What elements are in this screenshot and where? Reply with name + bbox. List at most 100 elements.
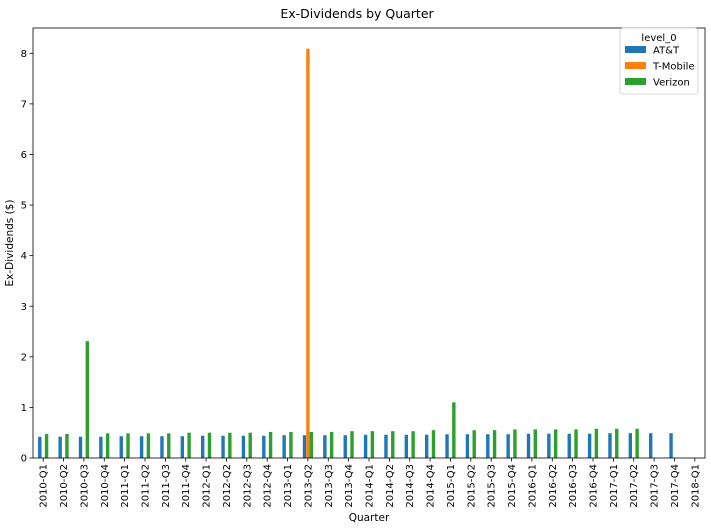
- legend: level_0 AT&T T-Mobile Verizon: [619, 27, 699, 95]
- x-tick-label: 2011-Q3: [161, 464, 172, 508]
- bar-verizon: [248, 432, 252, 458]
- bar-verizon: [472, 430, 476, 458]
- x-tick-label: 2018-Q1: [690, 464, 701, 508]
- bar-verizon: [329, 431, 334, 458]
- x-tick-label: 2011-Q1: [120, 464, 131, 508]
- bar-at-t: [38, 436, 42, 458]
- bar-at-t: [241, 435, 246, 458]
- bar-t-mobile: [306, 48, 310, 459]
- bar-at-t: [567, 433, 571, 458]
- bar-verizon: [431, 430, 436, 458]
- bar-verizon: [268, 431, 273, 458]
- x-tick-label: 2011-Q2: [141, 464, 152, 508]
- bar-at-t: [201, 435, 205, 458]
- bar-verizon: [85, 341, 89, 458]
- bar-at-t: [547, 433, 551, 458]
- bar-verizon: [65, 433, 69, 458]
- y-tick-label: 0: [21, 454, 27, 465]
- bar-at-t: [323, 435, 327, 458]
- bar-at-t: [58, 436, 62, 458]
- bar-verizon: [207, 432, 212, 458]
- x-tick-label: 2017-Q2: [629, 464, 640, 508]
- bar-at-t: [343, 435, 347, 458]
- legend-label-t-mobile: T-Mobile: [652, 62, 695, 73]
- bar-verizon: [187, 432, 191, 458]
- plot-area: 0 1 2 3 4 5 6 7 8 2010-Q1 2010-Q2 2010-Q3 2010-Q4 201…: [21, 48, 701, 508]
- bar-at-t: [282, 435, 286, 458]
- x-tick-label: 2017-Q3: [650, 464, 661, 508]
- y-tick-label: 7: [21, 99, 27, 110]
- x-tick-label: 2010-Q4: [100, 464, 111, 508]
- legend-label-verizon: Verizon: [653, 78, 690, 89]
- chart-title: Ex-Dividends by Quarter: [280, 6, 434, 21]
- x-tick-label: 2014-Q1: [365, 464, 376, 508]
- bar-at-t: [486, 434, 490, 458]
- bar-verizon: [452, 402, 456, 458]
- x-tick-label: 2013-Q2: [303, 464, 314, 508]
- x-tick-label: 2013-Q3: [324, 464, 335, 508]
- y-tick-label: 2: [21, 352, 27, 363]
- bar-verizon: [411, 431, 415, 458]
- bar-verizon: [635, 428, 639, 458]
- x-axis-label: Quarter: [349, 512, 390, 524]
- bar-verizon: [370, 431, 375, 458]
- bar-at-t: [262, 435, 266, 458]
- bar-at-t: [465, 434, 470, 458]
- bar-verizon: [44, 433, 49, 458]
- bar-at-t: [526, 433, 531, 458]
- bar-at-t: [425, 434, 429, 458]
- x-tick-label: 2017-Q4: [670, 464, 681, 508]
- bar-at-t: [119, 436, 123, 458]
- y-tick-label: 6: [21, 150, 27, 161]
- bar-at-t: [78, 436, 83, 458]
- bar-verizon: [615, 428, 619, 458]
- bar-verizon: [594, 428, 599, 458]
- bar-at-t: [180, 436, 185, 458]
- x-tick-label: 2010-Q3: [79, 464, 90, 508]
- bar-at-t: [506, 434, 510, 458]
- bar-at-t: [608, 433, 612, 458]
- x-tick-label: 2012-Q1: [202, 464, 213, 508]
- bar-at-t: [139, 436, 144, 458]
- bar-verizon: [228, 432, 232, 458]
- legend-swatch-t-mobile: [625, 62, 646, 69]
- x-tick-label: 2017-Q1: [609, 464, 620, 508]
- bar-at-t: [649, 433, 653, 458]
- bar-verizon: [553, 429, 558, 458]
- x-tick-label: 2012-Q2: [222, 464, 233, 508]
- bar-at-t: [404, 434, 409, 458]
- bar-verizon: [289, 431, 293, 458]
- bar-at-t: [302, 435, 307, 458]
- x-tick-label: 2016-Q4: [589, 464, 600, 508]
- x-tick-label: 2016-Q1: [527, 464, 538, 508]
- bar-at-t: [587, 433, 592, 458]
- x-tick-label: 2011-Q4: [181, 464, 192, 508]
- x-tick-label: 2012-Q4: [263, 464, 274, 508]
- x-tick-label: 2014-Q2: [385, 464, 396, 508]
- bar-verizon: [167, 433, 171, 458]
- bar-at-t: [99, 436, 103, 458]
- x-tick-label: 2014-Q4: [426, 464, 437, 508]
- x-tick-label: 2016-Q2: [548, 464, 559, 508]
- bar-at-t: [384, 434, 388, 458]
- plot-frame: [32, 27, 706, 459]
- x-tick-label: 2015-Q4: [507, 464, 518, 508]
- y-tick-label: 5: [21, 201, 27, 212]
- bar-verizon: [126, 433, 130, 458]
- x-tick-label: 2013-Q1: [283, 464, 294, 508]
- y-tick-label: 8: [21, 49, 27, 60]
- legend-swatch-verizon: [625, 78, 646, 85]
- x-tick-label: 2015-Q3: [487, 464, 498, 508]
- bar-verizon: [533, 429, 537, 458]
- legend-swatch-at-t: [625, 46, 646, 53]
- x-tick-label: 2010-Q2: [59, 464, 70, 508]
- y-tick-label: 3: [21, 302, 27, 313]
- bar-verizon: [574, 429, 578, 458]
- bar-verizon: [513, 429, 517, 458]
- x-tick-label: 2014-Q3: [405, 464, 416, 508]
- bar-at-t: [628, 433, 633, 458]
- x-tick-label: 2015-Q2: [466, 464, 477, 508]
- bar-verizon: [391, 431, 395, 458]
- x-tick-label: 2012-Q3: [242, 464, 253, 508]
